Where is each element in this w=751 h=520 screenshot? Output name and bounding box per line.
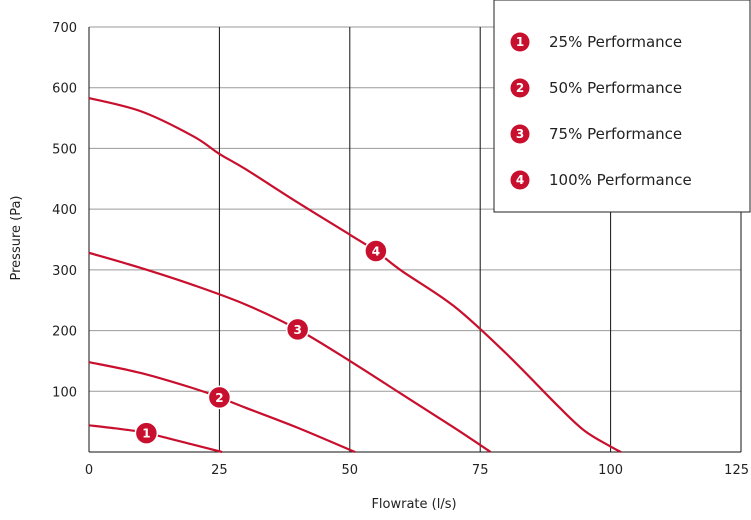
series-badge-circle <box>207 385 232 410</box>
series-badge-circle <box>364 239 388 263</box>
y-tick-label: 300 <box>52 264 77 279</box>
y-axis-title: Pressure (Pa) <box>9 195 24 280</box>
legend-badge-circle <box>510 124 530 144</box>
series-badge-4: 4 <box>364 239 388 263</box>
y-tick-label: 400 <box>52 203 77 218</box>
y-tick-label: 100 <box>52 385 77 400</box>
legend-badge-number: 4 <box>516 173 524 187</box>
y-tick-label: 700 <box>52 21 77 36</box>
series-badge-1: 1 <box>134 421 159 445</box>
series-badge-number: 4 <box>372 245 380 259</box>
legend-badge-circle <box>510 32 530 52</box>
x-tick-label: 50 <box>342 463 359 478</box>
series-badge-2: 2 <box>207 385 232 410</box>
x-tick-label: 75 <box>472 463 489 478</box>
y-tick-label: 500 <box>52 142 77 157</box>
legend-label: 100% Performance <box>549 171 692 189</box>
legend: 1 25% Performance 2 50% Performance 3 75% Per… <box>493 0 751 213</box>
legend-badge-number: 3 <box>516 127 524 141</box>
series-badge-number: 1 <box>142 427 150 441</box>
legend-badge-circle <box>510 78 530 98</box>
series-badge-3: 3 <box>285 317 310 342</box>
x-tick-labels: 0 25 50 75 100 125 <box>85 463 749 478</box>
y-tick-label: 200 <box>52 325 77 340</box>
legend-box <box>493 0 751 213</box>
legend-label: 25% Performance <box>549 33 682 51</box>
x-tick-label: 100 <box>598 463 623 478</box>
series-badge-circle <box>134 421 159 445</box>
series-badge-number: 2 <box>215 391 223 405</box>
x-tick-label: 0 <box>85 463 93 478</box>
legend-label: 50% Performance <box>549 79 682 97</box>
x-tick-label: 125 <box>724 463 749 478</box>
y-tick-labels: 100 200 300 400 500 600 700 <box>52 21 77 400</box>
legend-badge-number: 1 <box>516 35 524 49</box>
legend-item-3: 3 75% Performance <box>510 124 682 144</box>
legend-item-2: 2 50% Performance <box>510 78 682 98</box>
legend-item-4: 4 100% Performance <box>510 170 692 190</box>
legend-badge-number: 2 <box>516 81 524 95</box>
y-tick-label: 600 <box>52 82 77 97</box>
legend-label: 75% Performance <box>549 125 682 143</box>
legend-item-1: 1 25% Performance <box>510 32 682 52</box>
series-badge-number: 3 <box>293 323 301 337</box>
legend-badge-circle <box>510 170 530 190</box>
series-badges: 1 2 3 4 <box>134 239 388 445</box>
x-axis-title: Flowrate (l/s) <box>371 497 456 512</box>
x-tick-label: 25 <box>211 463 228 478</box>
series-badge-circle <box>285 317 310 342</box>
